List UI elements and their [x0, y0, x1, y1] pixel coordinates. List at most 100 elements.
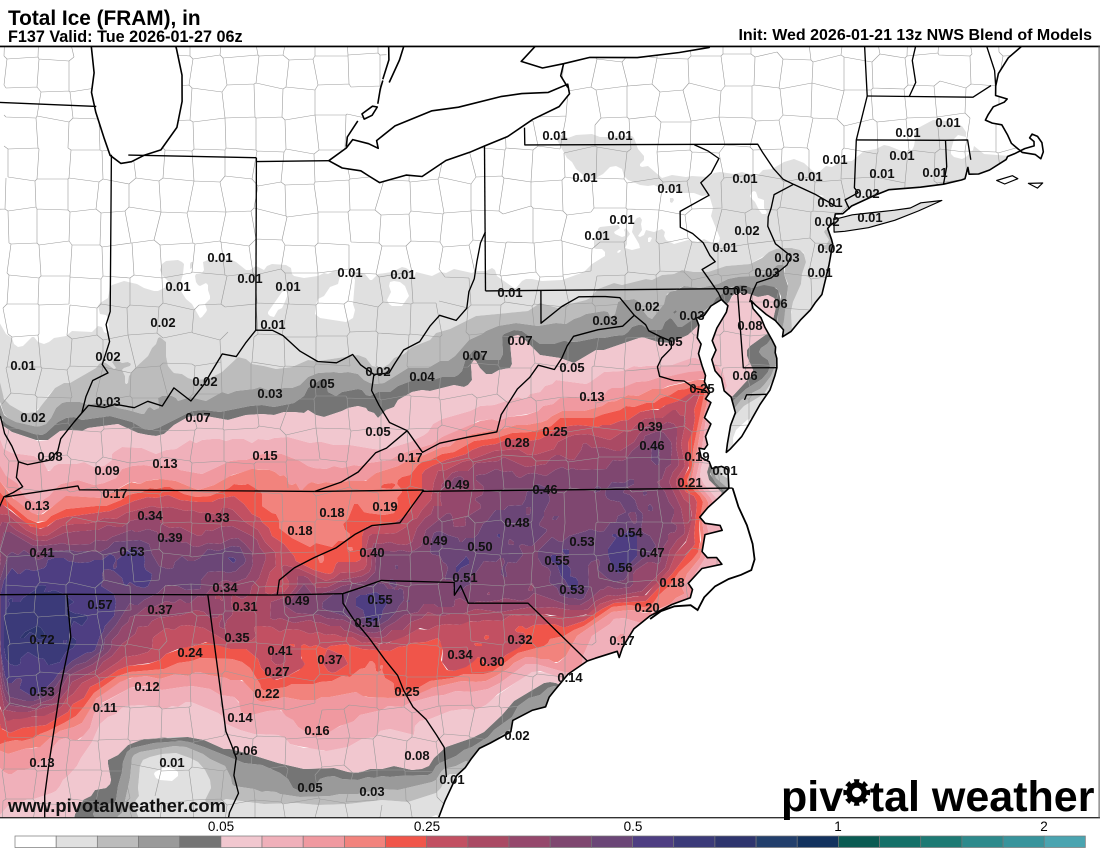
- svg-text:0.02: 0.02: [817, 241, 842, 256]
- svg-text:0.13: 0.13: [152, 456, 177, 471]
- svg-text:0.34: 0.34: [212, 580, 238, 595]
- svg-text:0.03: 0.03: [359, 784, 384, 799]
- svg-text:0.03: 0.03: [257, 386, 282, 401]
- svg-text:0.14: 0.14: [227, 710, 253, 725]
- svg-text:0.55: 0.55: [367, 592, 392, 607]
- svg-text:0.01: 0.01: [165, 279, 190, 294]
- svg-text:0.37: 0.37: [317, 652, 342, 667]
- svg-text:Init: Wed 2026-01-21 13z NWS B: Init: Wed 2026-01-21 13z NWS Blend of Mo…: [738, 27, 1092, 44]
- svg-text:0.16: 0.16: [304, 723, 329, 738]
- svg-text:0.46: 0.46: [639, 438, 664, 453]
- svg-text:0.05: 0.05: [722, 283, 747, 298]
- svg-text:0.54: 0.54: [617, 525, 643, 540]
- svg-text:0.39: 0.39: [637, 419, 662, 434]
- svg-text:0.02: 0.02: [150, 315, 175, 330]
- svg-text:0.34: 0.34: [447, 647, 473, 662]
- svg-text:0.49: 0.49: [422, 533, 447, 548]
- svg-text:0.18: 0.18: [659, 575, 684, 590]
- svg-text:0.02: 0.02: [854, 186, 879, 201]
- svg-text:0.06: 0.06: [232, 743, 257, 758]
- svg-text:0.18: 0.18: [319, 505, 344, 520]
- svg-text:0.01: 0.01: [712, 463, 737, 478]
- svg-text:0.01: 0.01: [572, 170, 597, 185]
- svg-text:0.14: 0.14: [557, 670, 583, 685]
- svg-text:Total Ice (FRAM), in: Total Ice (FRAM), in: [8, 7, 201, 30]
- svg-text:0.5: 0.5: [624, 819, 643, 834]
- svg-text:0.12: 0.12: [134, 679, 159, 694]
- svg-text:www.pivotalweather.com: www.pivotalweather.com: [7, 795, 226, 816]
- svg-text:0.04: 0.04: [409, 369, 435, 384]
- svg-text:0.05: 0.05: [657, 334, 682, 349]
- svg-text:0.01: 0.01: [207, 250, 232, 265]
- svg-text:0.01: 0.01: [712, 240, 737, 255]
- svg-text:tal weather: tal weather: [870, 773, 1095, 821]
- svg-text:0.49: 0.49: [444, 477, 469, 492]
- svg-text:0.02: 0.02: [365, 364, 390, 379]
- svg-text:0.07: 0.07: [462, 348, 487, 363]
- svg-text:0.02: 0.02: [95, 349, 120, 364]
- svg-text:0.06: 0.06: [762, 296, 787, 311]
- svg-text:0.01: 0.01: [237, 271, 262, 286]
- svg-text:0.01: 0.01: [542, 128, 567, 143]
- svg-text:0.48: 0.48: [504, 515, 529, 530]
- svg-text:0.35: 0.35: [224, 630, 249, 645]
- svg-text:0.02: 0.02: [634, 299, 659, 314]
- svg-text:0.25: 0.25: [542, 424, 567, 439]
- svg-text:0.01: 0.01: [935, 115, 960, 130]
- svg-text:0.05: 0.05: [208, 819, 234, 834]
- svg-text:0.51: 0.51: [354, 615, 379, 630]
- svg-text:0.02: 0.02: [192, 374, 217, 389]
- svg-text:0.03: 0.03: [592, 313, 617, 328]
- svg-text:0.41: 0.41: [267, 643, 292, 658]
- svg-text:0.01: 0.01: [609, 212, 634, 227]
- svg-text:0.01: 0.01: [822, 152, 847, 167]
- svg-text:0.02: 0.02: [20, 410, 45, 425]
- svg-text:0.13: 0.13: [29, 755, 54, 770]
- svg-text:0.40: 0.40: [359, 545, 384, 560]
- svg-text:0.28: 0.28: [504, 435, 529, 450]
- svg-text:0.34: 0.34: [137, 508, 163, 523]
- svg-text:0.01: 0.01: [497, 285, 522, 300]
- svg-text:0.53: 0.53: [119, 544, 144, 559]
- svg-text:0.08: 0.08: [37, 449, 62, 464]
- svg-text:0.25: 0.25: [394, 684, 419, 699]
- svg-text:0.51: 0.51: [452, 570, 477, 585]
- svg-text:0.25: 0.25: [689, 381, 714, 396]
- svg-text:0.56: 0.56: [607, 560, 632, 575]
- svg-text:0.21: 0.21: [677, 475, 702, 490]
- svg-text:0.17: 0.17: [609, 633, 634, 648]
- svg-text:0.17: 0.17: [397, 450, 422, 465]
- svg-text:0.01: 0.01: [895, 125, 920, 140]
- svg-text:0.02: 0.02: [814, 214, 839, 229]
- svg-text:0.46: 0.46: [532, 482, 557, 497]
- svg-text:0.08: 0.08: [737, 318, 762, 333]
- svg-text:0.13: 0.13: [24, 498, 49, 513]
- svg-text:0.06: 0.06: [732, 368, 757, 383]
- svg-text:0.72: 0.72: [29, 632, 54, 647]
- svg-text:0.08: 0.08: [404, 748, 429, 763]
- svg-text:0.19: 0.19: [684, 449, 709, 464]
- svg-text:0.01: 0.01: [797, 169, 822, 184]
- svg-text:0.18: 0.18: [287, 523, 312, 538]
- svg-text:0.31: 0.31: [232, 599, 257, 614]
- svg-text:0.01: 0.01: [817, 195, 842, 210]
- svg-text:0.22: 0.22: [254, 686, 279, 701]
- svg-text:1: 1: [834, 819, 842, 834]
- svg-text:0.01: 0.01: [657, 181, 682, 196]
- svg-text:0.24: 0.24: [177, 645, 203, 660]
- svg-text:F137 Valid: Tue 2026-01-27 06z: F137 Valid: Tue 2026-01-27 06z: [8, 28, 243, 46]
- svg-text:0.53: 0.53: [559, 582, 584, 597]
- svg-text:0.32: 0.32: [507, 632, 532, 647]
- svg-text:0.55: 0.55: [544, 553, 569, 568]
- svg-text:0.05: 0.05: [309, 376, 334, 391]
- svg-text:0.05: 0.05: [365, 424, 390, 439]
- svg-text:0.57: 0.57: [87, 597, 112, 612]
- svg-text:0.49: 0.49: [284, 593, 309, 608]
- svg-text:0.01: 0.01: [337, 265, 362, 280]
- svg-text:0.01: 0.01: [607, 128, 632, 143]
- svg-text:0.41: 0.41: [29, 545, 54, 560]
- svg-text:0.05: 0.05: [297, 780, 322, 795]
- svg-text:0.07: 0.07: [185, 410, 210, 425]
- svg-text:0.03: 0.03: [679, 308, 704, 323]
- svg-text:0.01: 0.01: [857, 210, 882, 225]
